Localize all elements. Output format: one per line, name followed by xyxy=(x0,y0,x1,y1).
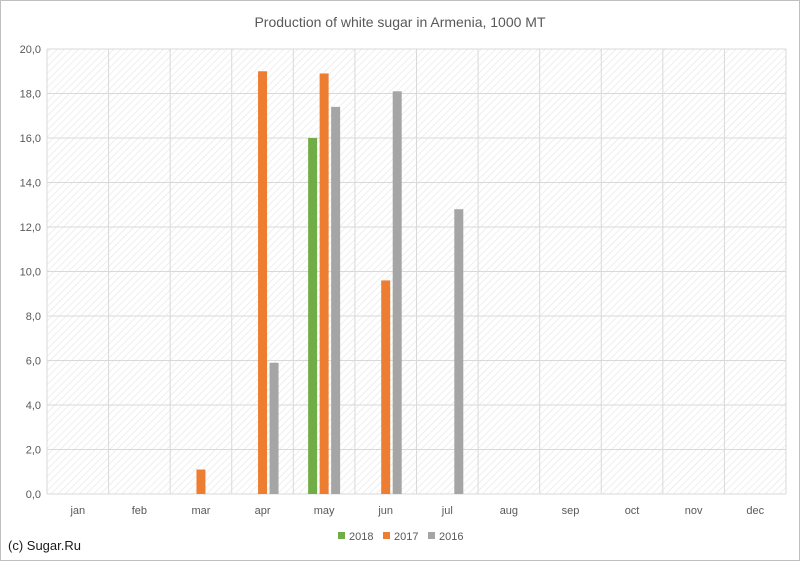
legend-label-2016: 2016 xyxy=(439,531,463,543)
x-tick-label: oct xyxy=(625,505,640,517)
x-tick-label: jul xyxy=(441,505,453,517)
credit-text: (c) Sugar.Ru xyxy=(8,538,81,553)
x-axis: jan feb mar apr may jun jul aug sep oct nov dec xyxy=(69,505,764,517)
legend-swatch-2016 xyxy=(428,532,435,539)
legend: 2018 2017 2016 xyxy=(338,531,463,543)
y-tick-label: 10,0 xyxy=(20,267,41,279)
y-tick-label: 6,0 xyxy=(26,356,41,368)
y-tick-label: 16,0 xyxy=(20,133,41,145)
x-tick-label: jan xyxy=(69,505,85,517)
bar-2016-jul xyxy=(454,209,464,494)
legend-label-2018: 2018 xyxy=(349,531,373,543)
bar-2016-may xyxy=(331,106,341,494)
bar-2016-apr xyxy=(269,362,279,494)
x-tick-label: feb xyxy=(132,505,147,517)
y-tick-label: 2,0 xyxy=(26,445,41,457)
chart-title: Production of white sugar in Armenia, 10… xyxy=(254,14,545,30)
y-tick-label: 12,0 xyxy=(20,222,41,234)
y-tick-label: 4,0 xyxy=(26,400,41,412)
bar-2017-mar xyxy=(196,469,206,494)
bar-2018-may xyxy=(308,138,318,494)
x-tick-label: aug xyxy=(500,505,518,517)
bar-2017-apr xyxy=(258,71,268,494)
y-tick-label: 20,0 xyxy=(20,44,41,56)
y-tick-label: 0,0 xyxy=(26,489,41,501)
x-tick-label: apr xyxy=(255,505,271,517)
bar-2017-may xyxy=(319,73,329,494)
x-tick-label: nov xyxy=(685,505,703,517)
y-tick-label: 14,0 xyxy=(20,178,41,190)
bar-2017-jun xyxy=(381,280,391,494)
gridlines xyxy=(46,48,787,495)
y-tick-label: 8,0 xyxy=(26,311,41,323)
x-tick-label: jun xyxy=(377,505,393,517)
legend-swatch-2017 xyxy=(383,532,390,539)
x-tick-label: sep xyxy=(562,505,580,517)
bar-2016-jun xyxy=(392,91,402,495)
y-axis: 0,0 2,0 4,0 6,0 8,0 10,0 12,0 14,0 16,0 18,0 20,0 xyxy=(20,44,41,501)
bars xyxy=(196,71,464,495)
x-tick-label: dec xyxy=(746,505,764,517)
legend-swatch-2018 xyxy=(338,532,345,539)
x-tick-label: may xyxy=(314,505,335,517)
legend-label-2017: 2017 xyxy=(394,531,418,543)
x-tick-label: mar xyxy=(191,505,210,517)
y-tick-label: 18,0 xyxy=(20,89,41,101)
